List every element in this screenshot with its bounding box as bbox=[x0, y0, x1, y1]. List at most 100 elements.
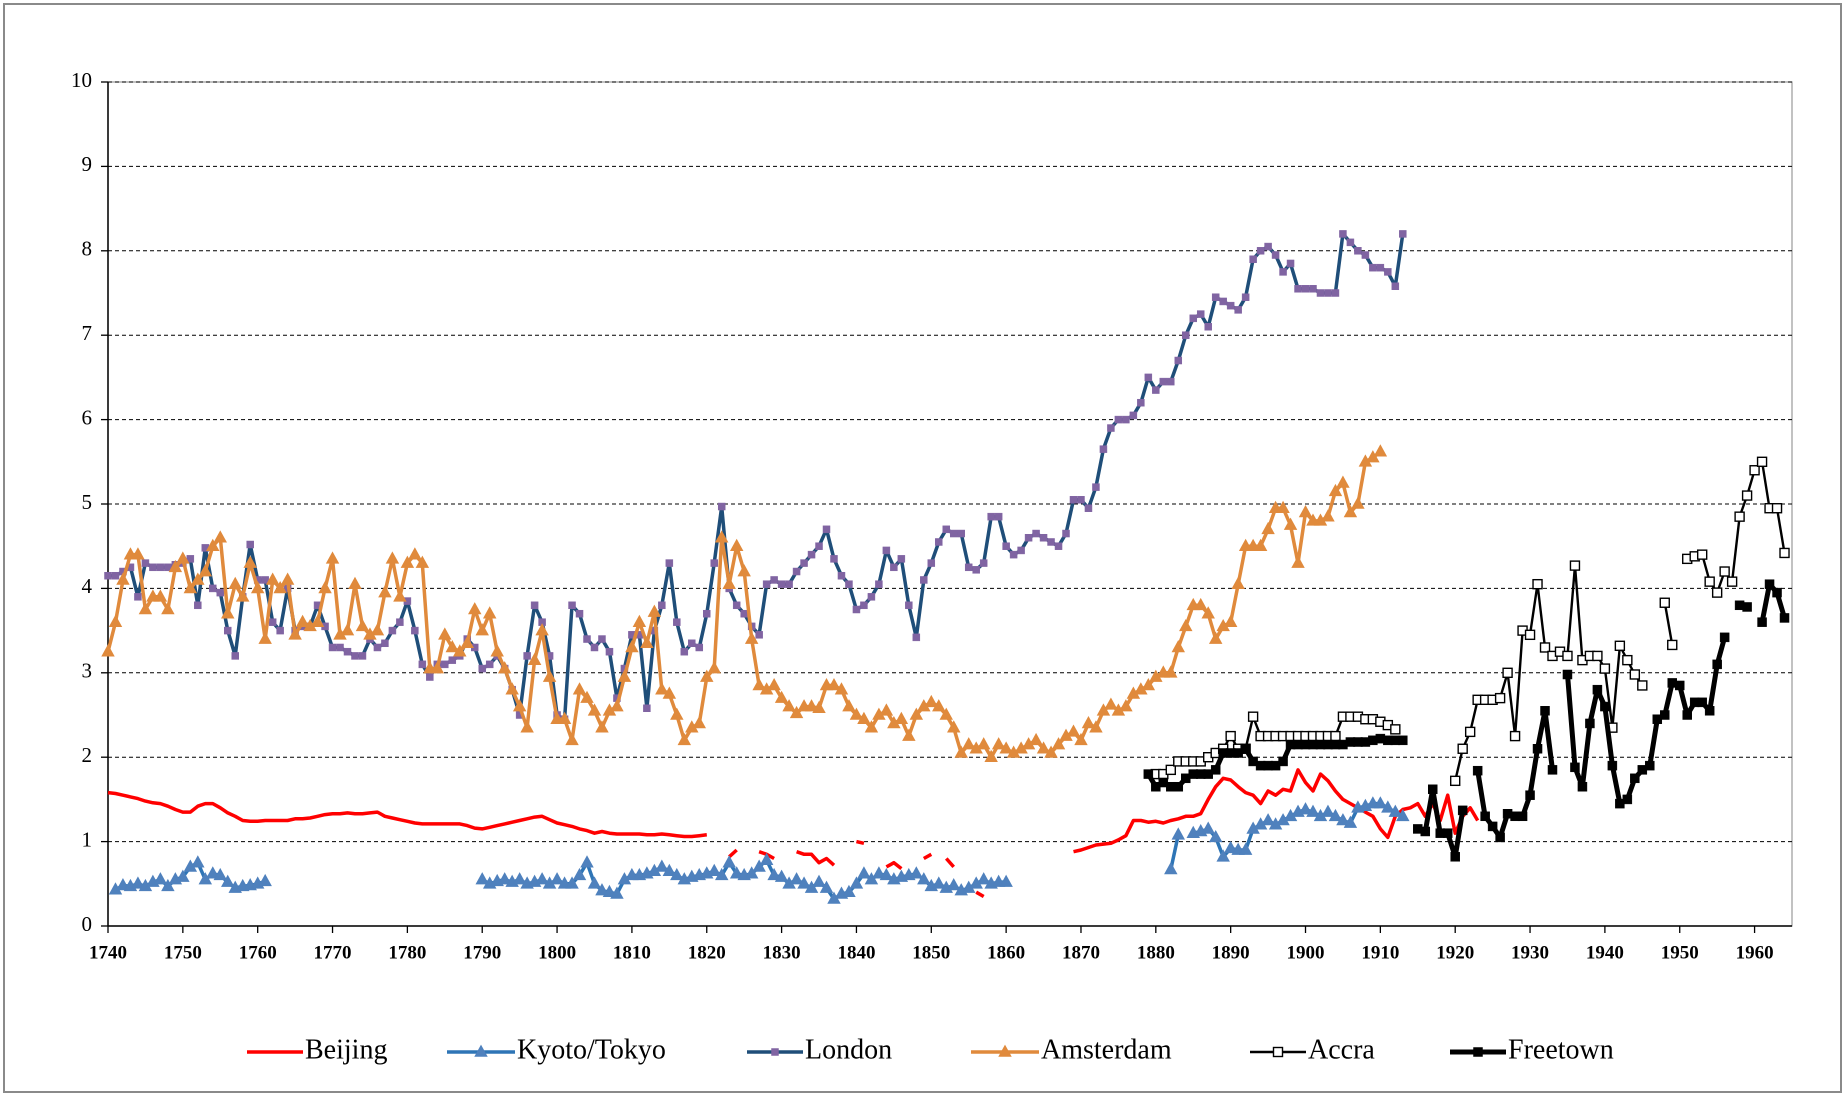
marker bbox=[1390, 724, 1401, 735]
marker bbox=[998, 1044, 1012, 1057]
marker bbox=[101, 644, 115, 657]
series bbox=[108, 796, 1410, 904]
x-tick-label: 1780 bbox=[388, 942, 426, 963]
marker bbox=[453, 644, 467, 657]
marker bbox=[542, 669, 557, 682]
x-tick-label: 1840 bbox=[837, 942, 875, 963]
marker bbox=[568, 601, 576, 610]
marker bbox=[819, 880, 834, 893]
marker bbox=[1219, 297, 1227, 306]
marker bbox=[729, 866, 744, 879]
marker bbox=[1547, 765, 1558, 775]
marker bbox=[400, 555, 415, 568]
marker bbox=[857, 711, 871, 725]
marker bbox=[565, 732, 579, 746]
marker bbox=[373, 643, 382, 652]
marker bbox=[864, 872, 879, 885]
marker bbox=[1442, 828, 1453, 838]
marker bbox=[744, 866, 759, 879]
marker bbox=[1054, 542, 1063, 550]
marker bbox=[520, 720, 534, 733]
marker bbox=[771, 1048, 779, 1056]
series-line bbox=[728, 848, 738, 859]
y-tick-label: 3 bbox=[82, 659, 93, 683]
marker bbox=[276, 626, 284, 635]
marker bbox=[1487, 821, 1498, 832]
marker bbox=[972, 566, 980, 574]
marker bbox=[512, 872, 527, 885]
marker bbox=[707, 863, 721, 876]
marker bbox=[1749, 465, 1760, 476]
marker bbox=[1225, 730, 1236, 742]
marker bbox=[1104, 697, 1118, 710]
marker bbox=[557, 711, 572, 725]
marker bbox=[1216, 849, 1230, 862]
marker bbox=[954, 745, 968, 758]
x-tick-label: 1920 bbox=[1436, 942, 1474, 963]
marker bbox=[610, 886, 624, 899]
y-tick-label: 10 bbox=[71, 68, 92, 92]
marker bbox=[430, 661, 445, 674]
legend-item: Freetown bbox=[1450, 1034, 1614, 1065]
marker bbox=[598, 635, 606, 643]
marker bbox=[355, 618, 370, 632]
marker bbox=[1089, 720, 1103, 733]
marker bbox=[1569, 560, 1581, 571]
marker bbox=[490, 644, 504, 657]
marker bbox=[647, 604, 662, 617]
marker bbox=[1144, 373, 1153, 382]
marker bbox=[280, 572, 295, 585]
marker bbox=[587, 876, 602, 889]
marker bbox=[1719, 632, 1730, 643]
marker bbox=[804, 880, 819, 893]
marker bbox=[1711, 587, 1723, 598]
marker bbox=[1017, 546, 1025, 555]
marker bbox=[1449, 775, 1461, 787]
marker bbox=[441, 660, 449, 669]
marker bbox=[1223, 840, 1238, 854]
marker bbox=[1741, 490, 1753, 501]
marker bbox=[812, 874, 826, 887]
marker bbox=[1396, 808, 1410, 822]
marker bbox=[1226, 301, 1235, 310]
marker bbox=[388, 626, 397, 635]
marker bbox=[224, 626, 232, 635]
marker bbox=[378, 585, 392, 598]
marker bbox=[415, 555, 430, 568]
marker bbox=[752, 859, 766, 872]
marker bbox=[497, 872, 512, 885]
marker bbox=[1509, 730, 1521, 742]
marker bbox=[822, 525, 831, 534]
marker bbox=[1159, 377, 1168, 386]
marker bbox=[688, 639, 696, 648]
marker bbox=[527, 652, 542, 665]
marker bbox=[336, 643, 344, 652]
marker bbox=[235, 589, 250, 602]
marker bbox=[1622, 794, 1633, 805]
marker bbox=[939, 707, 953, 720]
marker bbox=[478, 664, 486, 673]
marker bbox=[722, 855, 736, 868]
marker bbox=[658, 601, 666, 610]
marker bbox=[1704, 706, 1715, 716]
marker bbox=[213, 530, 227, 543]
marker bbox=[1321, 509, 1335, 522]
marker bbox=[695, 643, 704, 652]
marker bbox=[1096, 703, 1111, 716]
marker bbox=[1196, 310, 1205, 318]
marker bbox=[288, 627, 302, 640]
marker bbox=[714, 530, 729, 543]
marker bbox=[1081, 716, 1096, 729]
marker bbox=[550, 872, 564, 885]
marker bbox=[1279, 268, 1287, 276]
marker bbox=[448, 656, 457, 664]
marker bbox=[677, 732, 692, 746]
marker bbox=[1306, 804, 1320, 817]
marker bbox=[924, 694, 939, 708]
marker bbox=[1044, 745, 1058, 758]
marker bbox=[1261, 521, 1275, 535]
marker bbox=[1032, 529, 1040, 538]
marker bbox=[243, 555, 257, 568]
marker bbox=[1645, 760, 1655, 771]
marker bbox=[842, 699, 856, 712]
